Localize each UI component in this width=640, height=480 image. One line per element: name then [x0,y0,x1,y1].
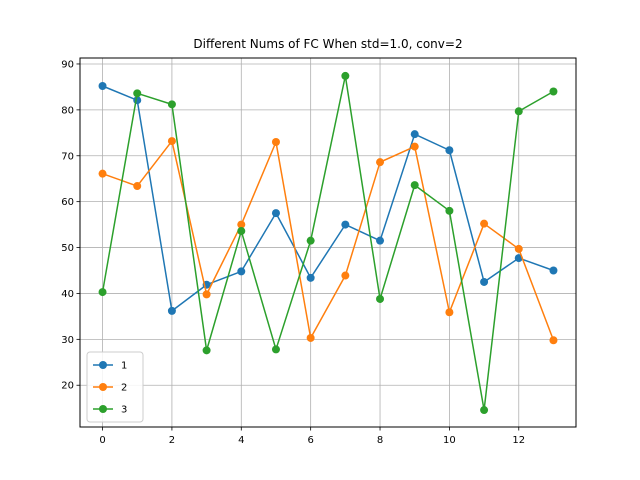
data-point [376,294,385,303]
y-tick-label: 60 [61,197,74,208]
data-point [376,158,385,167]
legend-item: 2 [93,383,127,394]
x-tick-label: 6 [307,435,313,446]
series-3 [98,71,558,415]
legend-item: 1 [93,361,127,372]
data-point [445,206,454,215]
data-point [410,181,419,190]
y-tick-label: 80 [61,105,74,116]
data-point [445,308,454,317]
data-point [341,220,350,229]
data-point [306,273,315,282]
data-point [549,87,558,96]
data-point [514,107,523,116]
data-point [98,169,107,178]
legend-label: 1 [121,361,127,372]
series-line [102,85,554,312]
legend-item: 3 [93,405,127,416]
data-point [480,406,489,415]
legend: 1 2 3 [86,351,144,423]
chart-title: Different Nums of FC When std=1.0, conv=… [193,37,462,51]
series-line [101,75,554,411]
data-point [480,277,489,286]
data-point [271,137,280,146]
data-point [167,100,176,109]
x-tick-label: 12 [512,435,525,446]
legend-label: 3 [121,405,127,416]
data-point [549,336,558,345]
data-point [133,89,142,98]
data-point [98,288,107,297]
legend-label: 2 [121,383,127,394]
data-point [480,219,489,228]
y-tick-label: 70 [61,151,74,162]
series-2 [98,137,558,345]
data-point [549,266,558,275]
x-tick-label: 0 [99,435,105,446]
data-point [202,346,211,355]
y-tick-label: 40 [61,289,74,300]
data-point [410,130,419,139]
data-point [98,81,107,90]
x-tick-label: 2 [169,435,175,446]
y-tick-label: 90 [61,59,74,70]
data-point [445,146,454,155]
series-1 [98,81,558,315]
y-tick-label: 50 [61,243,74,254]
data-point [514,244,523,253]
data-point [167,306,176,315]
y-tick-label: 20 [61,381,74,392]
plot-frame [79,57,577,428]
data-point [306,236,315,245]
legend-marker [99,405,107,413]
data-point [341,71,350,80]
series-lines [98,71,558,415]
x-tick-label: 10 [443,435,456,446]
data-point [271,209,280,218]
data-point [271,345,280,354]
y-tick-label: 30 [61,335,74,346]
x-tick-label: 4 [238,435,244,446]
series-line [102,140,555,341]
data-point [410,142,419,151]
legend-box [86,351,144,423]
grid-lines [80,58,576,427]
data-point [133,182,142,191]
data-point [202,290,211,299]
data-point [306,333,315,342]
data-point [237,220,246,229]
data-point [237,267,246,276]
data-point [341,271,350,280]
x-tick-label: 8 [377,435,383,446]
data-point [237,227,246,236]
data-point [167,137,176,146]
data-point [376,236,385,245]
legend-marker [99,361,107,369]
legend-marker [99,383,107,391]
